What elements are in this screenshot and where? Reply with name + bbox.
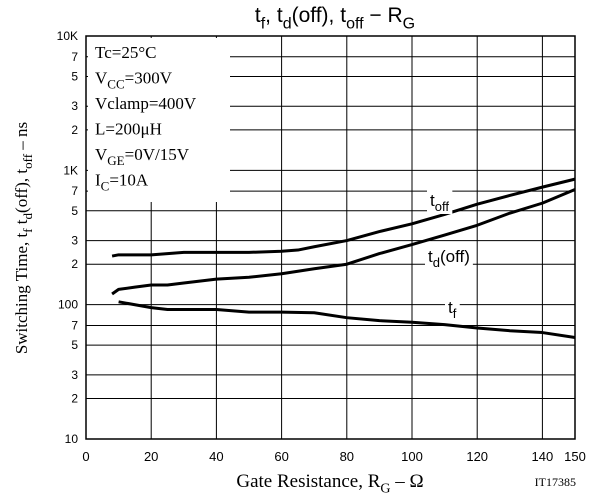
series-label: tf: [448, 298, 457, 321]
condition-text-part: =300V: [125, 69, 173, 88]
y-axis-label-part: – ns: [12, 122, 31, 154]
y-tick-label: 2: [71, 123, 78, 137]
x-tick-label: 100: [401, 449, 423, 464]
plot-frame: [85, 35, 576, 440]
condition-text-part: L=200μH: [95, 120, 162, 139]
chart-title-sub: d: [283, 15, 292, 32]
condition-text-part: I: [95, 171, 101, 190]
condition-text: VGE=0V/15V: [95, 145, 190, 168]
y-tick-label: 7: [71, 184, 78, 198]
y-axis-label: Switching Time, tf td(off), toff – ns: [12, 122, 35, 354]
x-tick-label: 80: [340, 449, 354, 464]
x-axis-label-part: – Ω: [391, 471, 424, 492]
y-tick-label: 100: [58, 298, 78, 312]
footnote: IT17385: [535, 475, 576, 489]
chart-title-part: (off), t: [292, 4, 347, 27]
condition-text-part: =0V/15V: [125, 145, 190, 164]
x-axis-label-part: Gate Resistance, R: [236, 471, 380, 492]
series-label-sub: d: [433, 255, 440, 270]
y-axis-label-part: Switching Time, t: [12, 233, 31, 355]
y-axis-label-part: (off), t: [12, 169, 31, 213]
y-tick-label: 5: [71, 338, 78, 352]
data-line: [111, 188, 576, 296]
condition-text-part: Vclamp=400V: [95, 94, 197, 113]
series-label: td(off): [428, 247, 470, 270]
y-tick-label: 10K: [57, 29, 78, 43]
chart-title-part: , t: [265, 4, 283, 27]
condition-text-sub: GE: [107, 153, 124, 168]
x-tick-label: 60: [274, 449, 288, 464]
series-label-sub: off: [435, 199, 450, 214]
chart-title-part: t: [255, 4, 261, 27]
condition-text-part: V: [95, 145, 108, 164]
series-label-bg: [427, 190, 453, 214]
condition-text: Tc=25°C: [95, 43, 156, 62]
chart-title: tf, td(off), toff − RG: [255, 4, 415, 32]
series-label-part: t: [428, 247, 433, 266]
data-line: [118, 300, 576, 339]
y-tick-label: 3: [71, 368, 78, 382]
condition-text-sub: C: [101, 179, 110, 194]
x-tick-label: 0: [82, 449, 89, 464]
x-axis-label-sub: G: [380, 482, 390, 497]
condition-text-part: V: [95, 69, 108, 88]
y-axis-label-sub: d: [20, 212, 35, 219]
series-label-part: t: [448, 298, 453, 317]
series-label-part: (off): [440, 247, 470, 266]
x-tick-label: 40: [209, 449, 223, 464]
x-tick-label: 20: [144, 449, 158, 464]
y-tick-label: 5: [71, 204, 78, 218]
x-tick-label: 120: [466, 449, 488, 464]
x-tick-label: 150: [564, 449, 586, 464]
y-tick-label: 5: [71, 69, 78, 83]
conditions-box: [88, 38, 230, 202]
y-tick-label: 1K: [63, 163, 78, 177]
y-tick-label: 2: [71, 392, 78, 406]
y-axis-label-part: t: [12, 219, 31, 228]
series-label-bg: [425, 246, 473, 270]
series-label-bg: [445, 297, 460, 321]
y-tick-label: 3: [71, 234, 78, 248]
y-tick-label: 7: [71, 318, 78, 332]
y-tick-label: 2: [71, 257, 78, 271]
y-axis-label-sub: f: [20, 228, 35, 233]
series-label: toff: [430, 191, 449, 214]
condition-text-part: =10A: [109, 171, 149, 190]
x-axis-label: Gate Resistance, RG – Ω: [236, 471, 423, 497]
condition-text: IC=10A: [95, 171, 149, 194]
series-label-part: t: [430, 191, 435, 210]
condition-text: L=200μH: [95, 120, 162, 139]
y-tick-label: 10: [65, 432, 79, 446]
y-tick-label: 7: [71, 50, 78, 64]
condition-text: VCC=300V: [95, 69, 173, 92]
condition-text-sub: CC: [107, 77, 124, 92]
chart-title-sub: off: [346, 15, 364, 32]
chart-title-sub: G: [403, 15, 415, 32]
y-tick-label: 3: [71, 99, 78, 113]
condition-text-part: Tc=25°C: [95, 43, 156, 62]
x-tick-label: 140: [532, 449, 554, 464]
chart-title-sub: f: [261, 15, 266, 32]
condition-text: Vclamp=400V: [95, 94, 197, 113]
series-label-sub: f: [453, 306, 457, 321]
data-line: [111, 177, 576, 258]
chart-title-part: − R: [364, 4, 403, 27]
y-axis-label-sub: off: [20, 153, 35, 169]
